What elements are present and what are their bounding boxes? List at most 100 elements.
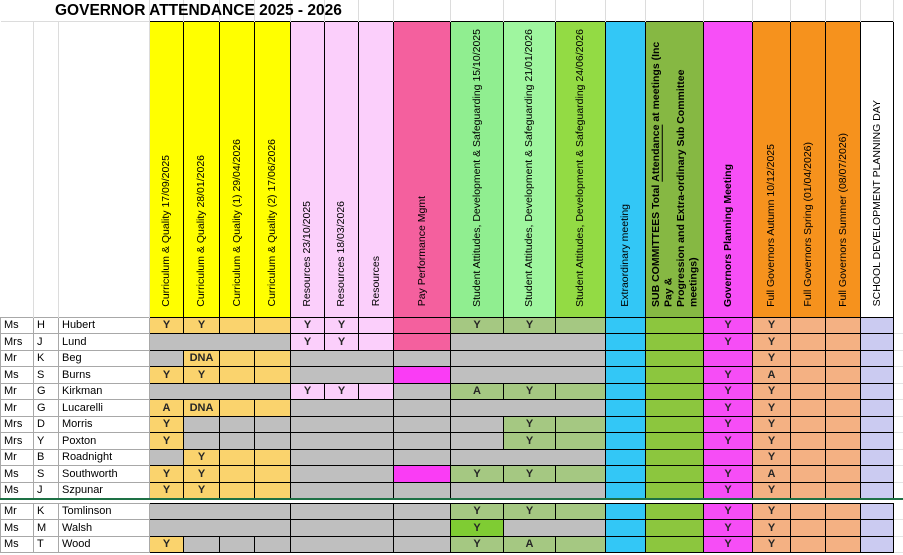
cell-lucarelli-fga[interactable]: Y [752,399,792,417]
cell-lucarelli-sa1[interactable] [450,399,607,417]
cell-szpunar-fga[interactable]: Y [752,481,792,499]
cell-hubert-fga[interactable]: Y [752,316,792,334]
governor-surname[interactable]: Lucarelli [57,399,151,417]
cell-szpunar-pay[interactable] [393,481,452,499]
cell-walsh-extra[interactable] [605,519,647,537]
governor-initial[interactable]: J [33,481,59,499]
cell-southworth-fga[interactable]: A [752,465,792,483]
governor-surname[interactable]: Szpunar [57,481,151,499]
cell-wood-gpm[interactable]: Y [703,535,754,553]
cell-tomlinson-res1[interactable] [290,502,395,520]
governor-title[interactable]: Ms [0,519,34,537]
cell-roadnight-sa1[interactable] [450,448,607,466]
cell-szpunar-fgsu[interactable] [825,481,862,499]
cell-wood-cq3[interactable] [219,535,256,553]
cell-walsh-fgsu[interactable] [825,519,862,537]
cell-wood-sdpd[interactable] [860,535,895,553]
cell-roadnight-fgsu[interactable] [825,448,862,466]
cell-southworth-cq3[interactable] [219,465,256,483]
cell-beg-sa1[interactable] [450,349,607,367]
cell-hubert-cq2[interactable]: Y [183,316,221,334]
governor-initial[interactable]: K [33,502,59,520]
cell-hubert-sub[interactable] [645,316,705,334]
cell-poxton-sa2[interactable]: Y [503,432,557,450]
cell-tomlinson-fgs[interactable] [790,502,827,520]
column-header-sa3[interactable]: Student Attitudes, Development & Safegua… [555,20,607,318]
governor-initial[interactable]: G [33,382,59,400]
cell-lucarelli-cq3[interactable] [219,399,256,417]
cell-poxton-gpm[interactable]: Y [703,432,754,450]
cell-lund-fgsu[interactable] [825,333,862,351]
cell-beg-fgs[interactable] [790,349,827,367]
cell-lund-fgs[interactable] [790,333,827,351]
column-header-fgs[interactable]: Full Governors Spring (01/04/2026) [790,20,827,318]
cell-walsh-sdpd[interactable] [860,519,895,537]
cell-lucarelli-fgs[interactable] [790,399,827,417]
cell-roadnight-fga[interactable]: Y [752,448,792,466]
governor-initial[interactable]: Y [33,432,59,450]
cell-wood-cq1[interactable]: Y [149,535,185,553]
cell-wood-cq4[interactable] [254,535,292,553]
cell-southworth-sa1[interactable]: Y [450,465,505,483]
cell-lund-gpm[interactable]: Y [703,333,754,351]
cell-szpunar-cq2[interactable]: Y [183,481,221,499]
cell-tomlinson-fga[interactable]: Y [752,502,792,520]
cell-poxton-sub[interactable] [645,432,705,450]
column-header-sa1[interactable]: Student Attitudes, Development & Safegua… [450,20,505,318]
cell-tomlinson-sa2[interactable]: Y [503,502,557,520]
cell-southworth-cq4[interactable] [254,465,292,483]
cell-beg-cq4[interactable] [254,349,292,367]
cell-poxton-cq2[interactable] [183,432,221,450]
governor-surname[interactable]: Southworth [57,465,151,483]
cell-tomlinson-cq1[interactable] [149,502,292,520]
column-header-fga[interactable]: Full Governors Autumn 10/12/2025 [752,20,792,318]
cell-walsh-sa2[interactable] [503,519,607,537]
governor-surname[interactable]: Hubert [57,316,151,334]
cell-poxton-cq4[interactable] [254,432,292,450]
cell-kirkman-res2[interactable]: Y [324,382,360,400]
column-header-extra[interactable]: Extraordinary meeting [605,20,647,318]
column-header-fgsu[interactable]: Full Governors Summer (08/07/2026) [825,20,862,318]
cell-wood-sa3[interactable] [555,535,607,553]
cell-southworth-sdpd[interactable] [860,465,895,483]
cell-burns-res1[interactable] [290,366,395,384]
cell-kirkman-fgs[interactable] [790,382,827,400]
column-header-sub[interactable]: SUB COMMITTEES Total Attendance at meeti… [645,20,705,318]
cell-kirkman-sub[interactable] [645,382,705,400]
cell-roadnight-sdpd[interactable] [860,448,895,466]
cell-hubert-cq3[interactable] [219,316,256,334]
column-header-cq3[interactable]: Curriculum & Quality (1) 29/04/2026 [219,20,256,318]
cell-southworth-fgsu[interactable] [825,465,862,483]
cell-kirkman-fga[interactable]: Y [752,382,792,400]
cell-walsh-sub[interactable] [645,519,705,537]
cell-hubert-fgsu[interactable] [825,316,862,334]
cell-southworth-gpm[interactable]: Y [703,465,754,483]
column-header-cq2[interactable]: Curriculum & Quality 28/01/2026 [183,20,221,318]
column-header-cq4[interactable]: Curriculum & Quality (2) 17/06/2026 [254,20,292,318]
cell-beg-sub[interactable] [645,349,705,367]
cell-roadnight-cq1[interactable] [149,448,185,466]
cell-beg-pay[interactable] [393,349,452,367]
cell-hubert-sa1[interactable]: Y [450,316,505,334]
cell-morris-cq2[interactable] [183,415,221,433]
governor-initial[interactable]: S [33,366,59,384]
cell-hubert-pay[interactable] [393,316,452,334]
cell-burns-fga[interactable]: A [752,366,792,384]
cell-roadnight-pay[interactable] [393,448,452,466]
cell-kirkman-sa2[interactable]: Y [503,382,557,400]
cell-kirkman-sa1[interactable]: A [450,382,505,400]
cell-southworth-cq1[interactable]: Y [149,465,185,483]
cell-roadnight-gpm[interactable] [703,448,754,466]
cell-beg-fga[interactable]: Y [752,349,792,367]
governor-initial[interactable]: J [33,333,59,351]
governor-title[interactable]: Ms [0,366,34,384]
cell-morris-gpm[interactable]: Y [703,415,754,433]
cell-burns-cq1[interactable]: Y [149,366,185,384]
column-header-res2[interactable]: Resources 18/03/2026 [324,20,360,318]
cell-wood-fgs[interactable] [790,535,827,553]
cell-wood-fgsu[interactable] [825,535,862,553]
cell-hubert-res2[interactable]: Y [324,316,360,334]
cell-wood-res1[interactable] [290,535,395,553]
cell-lucarelli-cq2[interactable]: DNA [183,399,221,417]
cell-poxton-fgsu[interactable] [825,432,862,450]
